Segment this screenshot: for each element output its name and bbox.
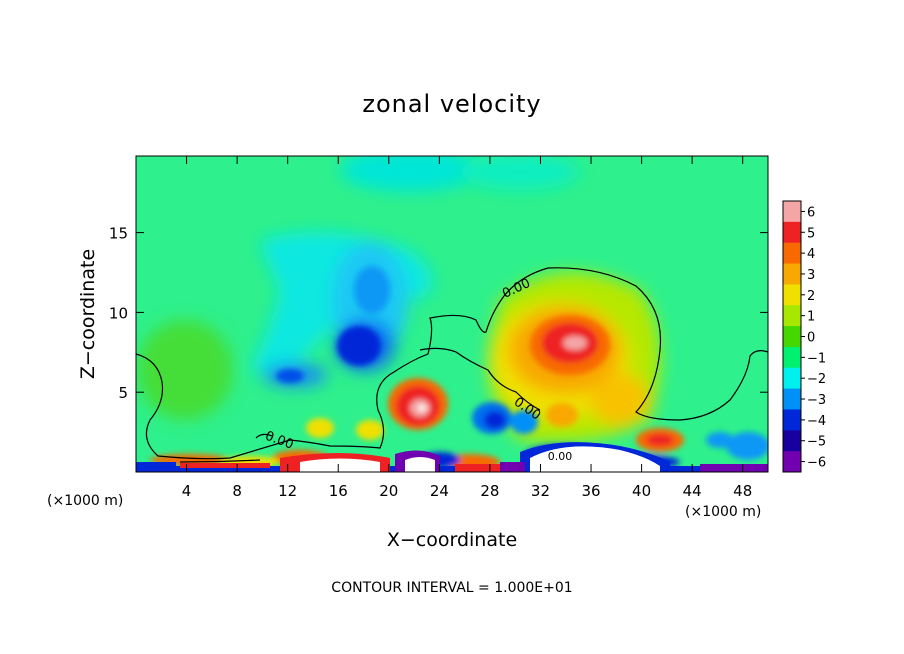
boundary-layer-bands [136, 442, 768, 472]
chart-title: zonal velocity [362, 90, 541, 118]
colorbar-swatch [783, 388, 801, 410]
colorbar-label: −6 [807, 456, 826, 471]
colorbar-label: 2 [807, 289, 815, 304]
x-tick-label: 16 [329, 482, 348, 500]
x-axis: 4 8 12 16 20 24 28 32 36 40 44 48 [182, 156, 752, 500]
x-tick-label: 12 [278, 482, 297, 500]
x-tick-label: 44 [683, 482, 702, 500]
y-axis: 5 10 15 [109, 225, 768, 402]
x-tick-label: 8 [232, 482, 242, 500]
colorbar-label: −4 [807, 414, 826, 429]
colorbar-swatch [783, 409, 801, 431]
colorbar-swatch [783, 367, 801, 390]
plot-frame [135, 155, 769, 473]
x-tick-label: 24 [430, 482, 449, 500]
colorbar-label: 0 [807, 331, 815, 346]
plot-background [136, 156, 768, 472]
colorbar-label: 3 [807, 268, 815, 283]
colorbar-label: 5 [807, 226, 815, 241]
x-tick-label: 40 [632, 482, 651, 500]
x-tick-label: 36 [581, 482, 600, 500]
plot-area: 0.00 0.00 0.00 0.00 [136, 156, 768, 472]
colorbar-label: −1 [807, 351, 826, 366]
y-tick-label: 5 [118, 384, 128, 402]
colorbar-label: 4 [807, 247, 815, 262]
x-tick-label: 48 [733, 482, 752, 500]
contour-label: 0.00 [548, 450, 573, 463]
colorbar-swatch [783, 326, 801, 348]
colorbar-label: −5 [807, 435, 826, 450]
colorbar-label: 1 [807, 310, 815, 325]
colorbar: 6 5 4 3 2 1 0 −1 −2 −3 −4 −5 −6 [782, 200, 826, 473]
x-tick-label: 28 [480, 482, 499, 500]
x-tick-label: 32 [531, 482, 550, 500]
x-unit-right: (×1000 m) [685, 504, 761, 520]
y-tick-label: 15 [109, 225, 128, 243]
colorbar-label: −3 [807, 393, 826, 408]
zero-contour-lines [136, 267, 768, 463]
contour-interval-footer: CONTOUR INTERVAL = 1.000E+01 [331, 580, 572, 596]
colorbar-swatch [783, 451, 801, 473]
colorbar-swatch [783, 430, 801, 452]
colorbar-swatch [783, 305, 801, 327]
colorbar-swatch [783, 242, 801, 265]
x-tick-label: 20 [379, 482, 398, 500]
x-axis-label: X−coordinate [387, 529, 517, 551]
colorbar-swatch [783, 201, 801, 223]
colorbar-label: 6 [807, 205, 815, 220]
colorbar-swatch [783, 346, 801, 369]
colorbar-swatch [783, 221, 801, 244]
y-tick-label: 10 [109, 304, 128, 322]
colorbar-label: −2 [807, 372, 826, 387]
x-tick-label: 4 [182, 482, 192, 500]
colorbar-swatch [783, 263, 801, 285]
y-axis-label: Z−coordinate [77, 249, 99, 379]
colorbar-swatch [783, 284, 801, 306]
x-unit-left: (×1000 m) [47, 493, 123, 509]
